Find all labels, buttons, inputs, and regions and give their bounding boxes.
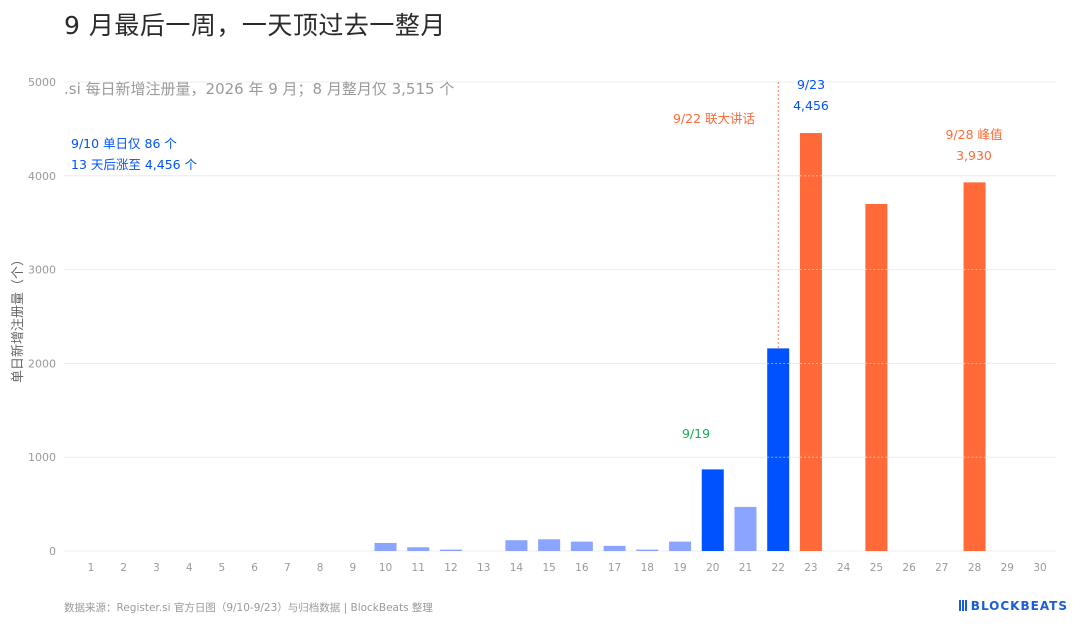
annotation-note-922: 9/22 联大讲话	[673, 111, 755, 126]
x-tick-label: 7	[284, 562, 291, 574]
x-tick-label: 1	[88, 562, 95, 574]
bar-day-15	[538, 539, 561, 551]
annotation-left-note: 9/10 单日仅 86 个	[71, 136, 177, 151]
bars	[374, 133, 986, 551]
x-tick-label: 25	[870, 562, 883, 574]
x-tick-label: 12	[444, 562, 457, 574]
brand-icon	[958, 600, 968, 611]
x-tick-label: 22	[772, 562, 785, 574]
x-tick-label: 10	[379, 562, 392, 574]
bar-day-17	[603, 545, 626, 551]
y-axis-label: 单日新增注册量（个）	[10, 253, 26, 383]
annotation-left-note: 13 天后涨至 4,456 个	[71, 157, 198, 172]
annotation-note-928: 3,930	[956, 148, 992, 163]
annotation-note-923: 9/23	[797, 77, 825, 92]
x-tick-label: 19	[673, 562, 686, 574]
bar-day-12	[439, 549, 462, 551]
x-tick-label: 21	[739, 562, 752, 574]
grid-lines	[64, 81, 1056, 552]
brand-logo: BLOCKBEATS	[958, 599, 1068, 613]
bar-day-21	[734, 506, 757, 551]
chart-subtitle: .si 每日新增注册量，2026 年 9 月；8 月整月仅 3,515 个	[64, 80, 454, 98]
bar-day-11	[407, 547, 430, 551]
x-tick-label: 27	[935, 562, 948, 574]
x-tick-label: 11	[412, 562, 425, 574]
y-tick-label: 4000	[28, 170, 56, 183]
y-tick-label: 0	[49, 545, 56, 558]
y-tick-label: 1000	[28, 451, 56, 464]
bar-day-18	[636, 549, 659, 551]
y-tick-label: 3000	[28, 264, 56, 277]
annotation-note-919: 9/19	[682, 426, 710, 441]
x-tick-label: 6	[251, 562, 258, 574]
bar-day-20	[701, 469, 724, 551]
x-tick-label: 29	[1001, 562, 1014, 574]
annotation-note-928: 9/28 峰值	[945, 127, 1002, 142]
x-tick-label: 4	[186, 562, 193, 574]
x-tick-label: 20	[706, 562, 719, 574]
x-tick-label: 26	[902, 562, 916, 574]
x-tick-label: 14	[510, 562, 524, 574]
x-tick-label: 17	[608, 562, 621, 574]
x-tick-label: 13	[477, 562, 490, 574]
x-tick-label: 9	[349, 562, 356, 574]
bar-day-10	[374, 542, 397, 551]
bar-day-14	[505, 540, 528, 551]
brand-text: BLOCKBEATS	[970, 599, 1068, 613]
x-tick-label: 24	[837, 562, 851, 574]
x-tick-label: 8	[317, 562, 324, 574]
bar-day-28	[963, 182, 986, 551]
x-tick-label: 5	[219, 562, 226, 574]
x-tick-label: 23	[804, 562, 817, 574]
x-tick-label: 16	[575, 562, 589, 574]
bar-day-16	[570, 541, 593, 551]
x-tick-label: 28	[968, 562, 981, 574]
page-title: 9 月最后一周，一天顶过去一整月	[64, 11, 446, 40]
footer-source: 数据来源：Register.si 官方日图（9/10-9/23）与归档数据 | …	[64, 602, 433, 614]
x-tick-label: 2	[120, 562, 127, 574]
bar-day-19	[669, 541, 692, 551]
x-tick-label: 18	[641, 562, 654, 574]
bar-day-23	[799, 133, 822, 551]
y-tick-label: 5000	[28, 76, 56, 89]
annotations: 9/10 单日仅 86 个 13 天后涨至 4,456 个 9/19 9/22 联大讲…	[71, 77, 1003, 441]
x-tick-label: 15	[542, 562, 555, 574]
bar-day-22	[767, 348, 790, 551]
x-tick-label: 3	[153, 562, 160, 574]
x-tick-label: 30	[1033, 562, 1046, 574]
y-tick-label: 2000	[28, 357, 56, 370]
annotation-note-923: 4,456	[793, 98, 829, 113]
bar-day-25	[865, 203, 888, 551]
